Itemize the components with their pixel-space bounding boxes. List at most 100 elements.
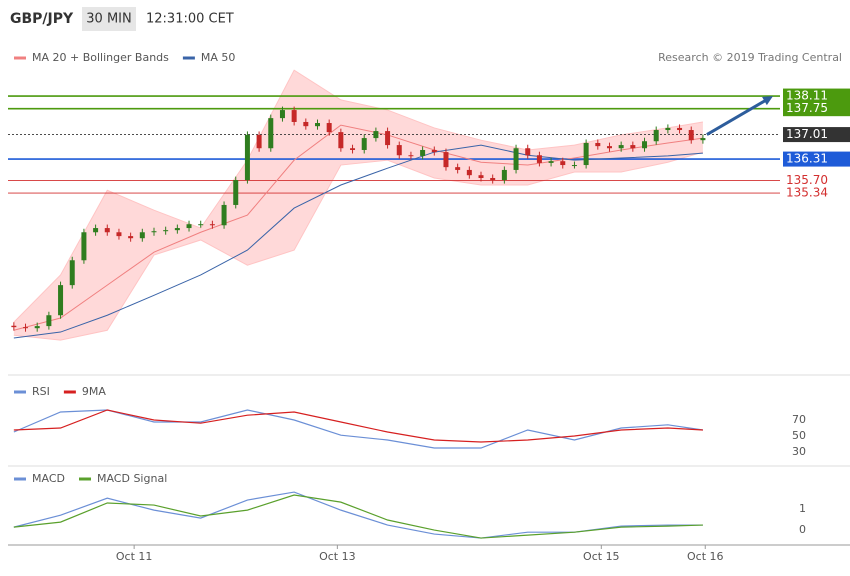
candle-body [700,138,706,141]
candle-body [688,130,694,141]
series-line [13,494,703,539]
candle-body [209,224,215,226]
candle-body [163,230,169,232]
x-tick-label: Oct 11 [116,550,153,563]
candle-body [244,134,250,181]
candle-body [116,232,122,237]
candle-body [548,161,554,163]
legend-label: MA 50 [201,51,236,64]
band-edge [13,151,704,341]
candle-body [361,138,367,150]
candle-body [431,149,437,153]
candle-body [303,121,309,127]
interval-box [82,7,136,31]
y-tick-label: 50 [792,429,806,442]
level-box [783,151,850,167]
level-label: 137.75 [786,101,828,115]
candle-body [139,232,145,239]
legend-label: MA 20 + Bollinger Bands [32,51,169,64]
candle-body [408,155,414,157]
candle-body [69,260,75,286]
candle-body [104,228,110,233]
legend-label: RSI [32,385,50,398]
level-box [783,127,850,143]
candle-body [595,142,601,147]
candle-body [501,169,507,181]
candle-body [186,224,192,229]
candle-body [46,315,52,327]
candle-body [350,148,356,150]
legend-label: MACD [32,472,65,485]
candle-body [385,131,391,146]
candle-body [642,141,648,149]
level-box [783,88,850,104]
series-line [13,409,703,443]
candle-body [326,123,332,133]
candle-body [443,152,449,168]
candle-body [291,110,297,122]
candle-body [23,327,29,329]
level-box [783,101,850,117]
series-line [13,124,703,331]
candle-body [256,134,262,149]
candle-body [373,131,379,139]
candle-body [513,148,519,170]
candle-body [583,142,589,166]
candle-body [677,127,683,131]
candle-body [665,127,671,131]
candle-body [653,130,659,142]
candle-body [221,204,227,226]
candle-body [93,228,99,233]
candle-body [536,155,542,163]
candle-body [560,161,566,166]
candle-body [420,149,426,156]
bollinger-band [13,70,703,341]
legend-label: 9MA [82,385,106,398]
candle-body [455,167,461,170]
forecast-arrow [706,97,769,136]
x-tick-label: Oct 16 [687,550,724,563]
candle-body [198,224,204,226]
y-tick-label: 30 [792,445,806,458]
level-label: 138.11 [786,89,828,103]
series-line [13,144,703,339]
candle-body [11,325,17,328]
candle-body [525,148,531,156]
y-tick-label: 1 [799,502,806,515]
candle-body [268,118,274,149]
y-tick-label: 0 [799,523,806,536]
legend-label: MACD Signal [97,472,167,485]
interval: 30 MIN [86,12,131,27]
series-line [13,409,704,449]
candle-body [478,175,484,178]
candle-body [338,132,344,149]
time: 12:31:00 CET [146,12,234,27]
candle-body [233,180,239,205]
level-label: 136.31 [786,152,828,166]
candle-body [466,169,472,176]
candle-body [58,285,64,316]
y-tick-label: 70 [792,413,806,426]
candle-body [279,110,285,119]
x-tick-label: Oct 13 [319,550,356,563]
level-label: 137.01 [786,127,828,141]
level-label: 135.34 [786,186,828,200]
candle-body [174,228,180,231]
candle-body [571,165,577,167]
arrow-head [762,96,773,106]
candle-body [81,232,87,261]
candle-body [128,236,134,239]
candle-body [396,145,402,156]
candle-body [490,177,496,181]
candle-body [630,145,636,149]
candle-body [606,146,612,149]
symbol: GBP/JPY [10,11,74,27]
candle-body [315,123,321,127]
candle-body [151,231,157,233]
candle-body [34,326,40,329]
x-tick-label: Oct 15 [583,550,620,563]
level-label: 135.70 [786,173,828,187]
credit: Research © 2019 Trading Central [658,51,842,64]
candle-body [618,145,624,149]
